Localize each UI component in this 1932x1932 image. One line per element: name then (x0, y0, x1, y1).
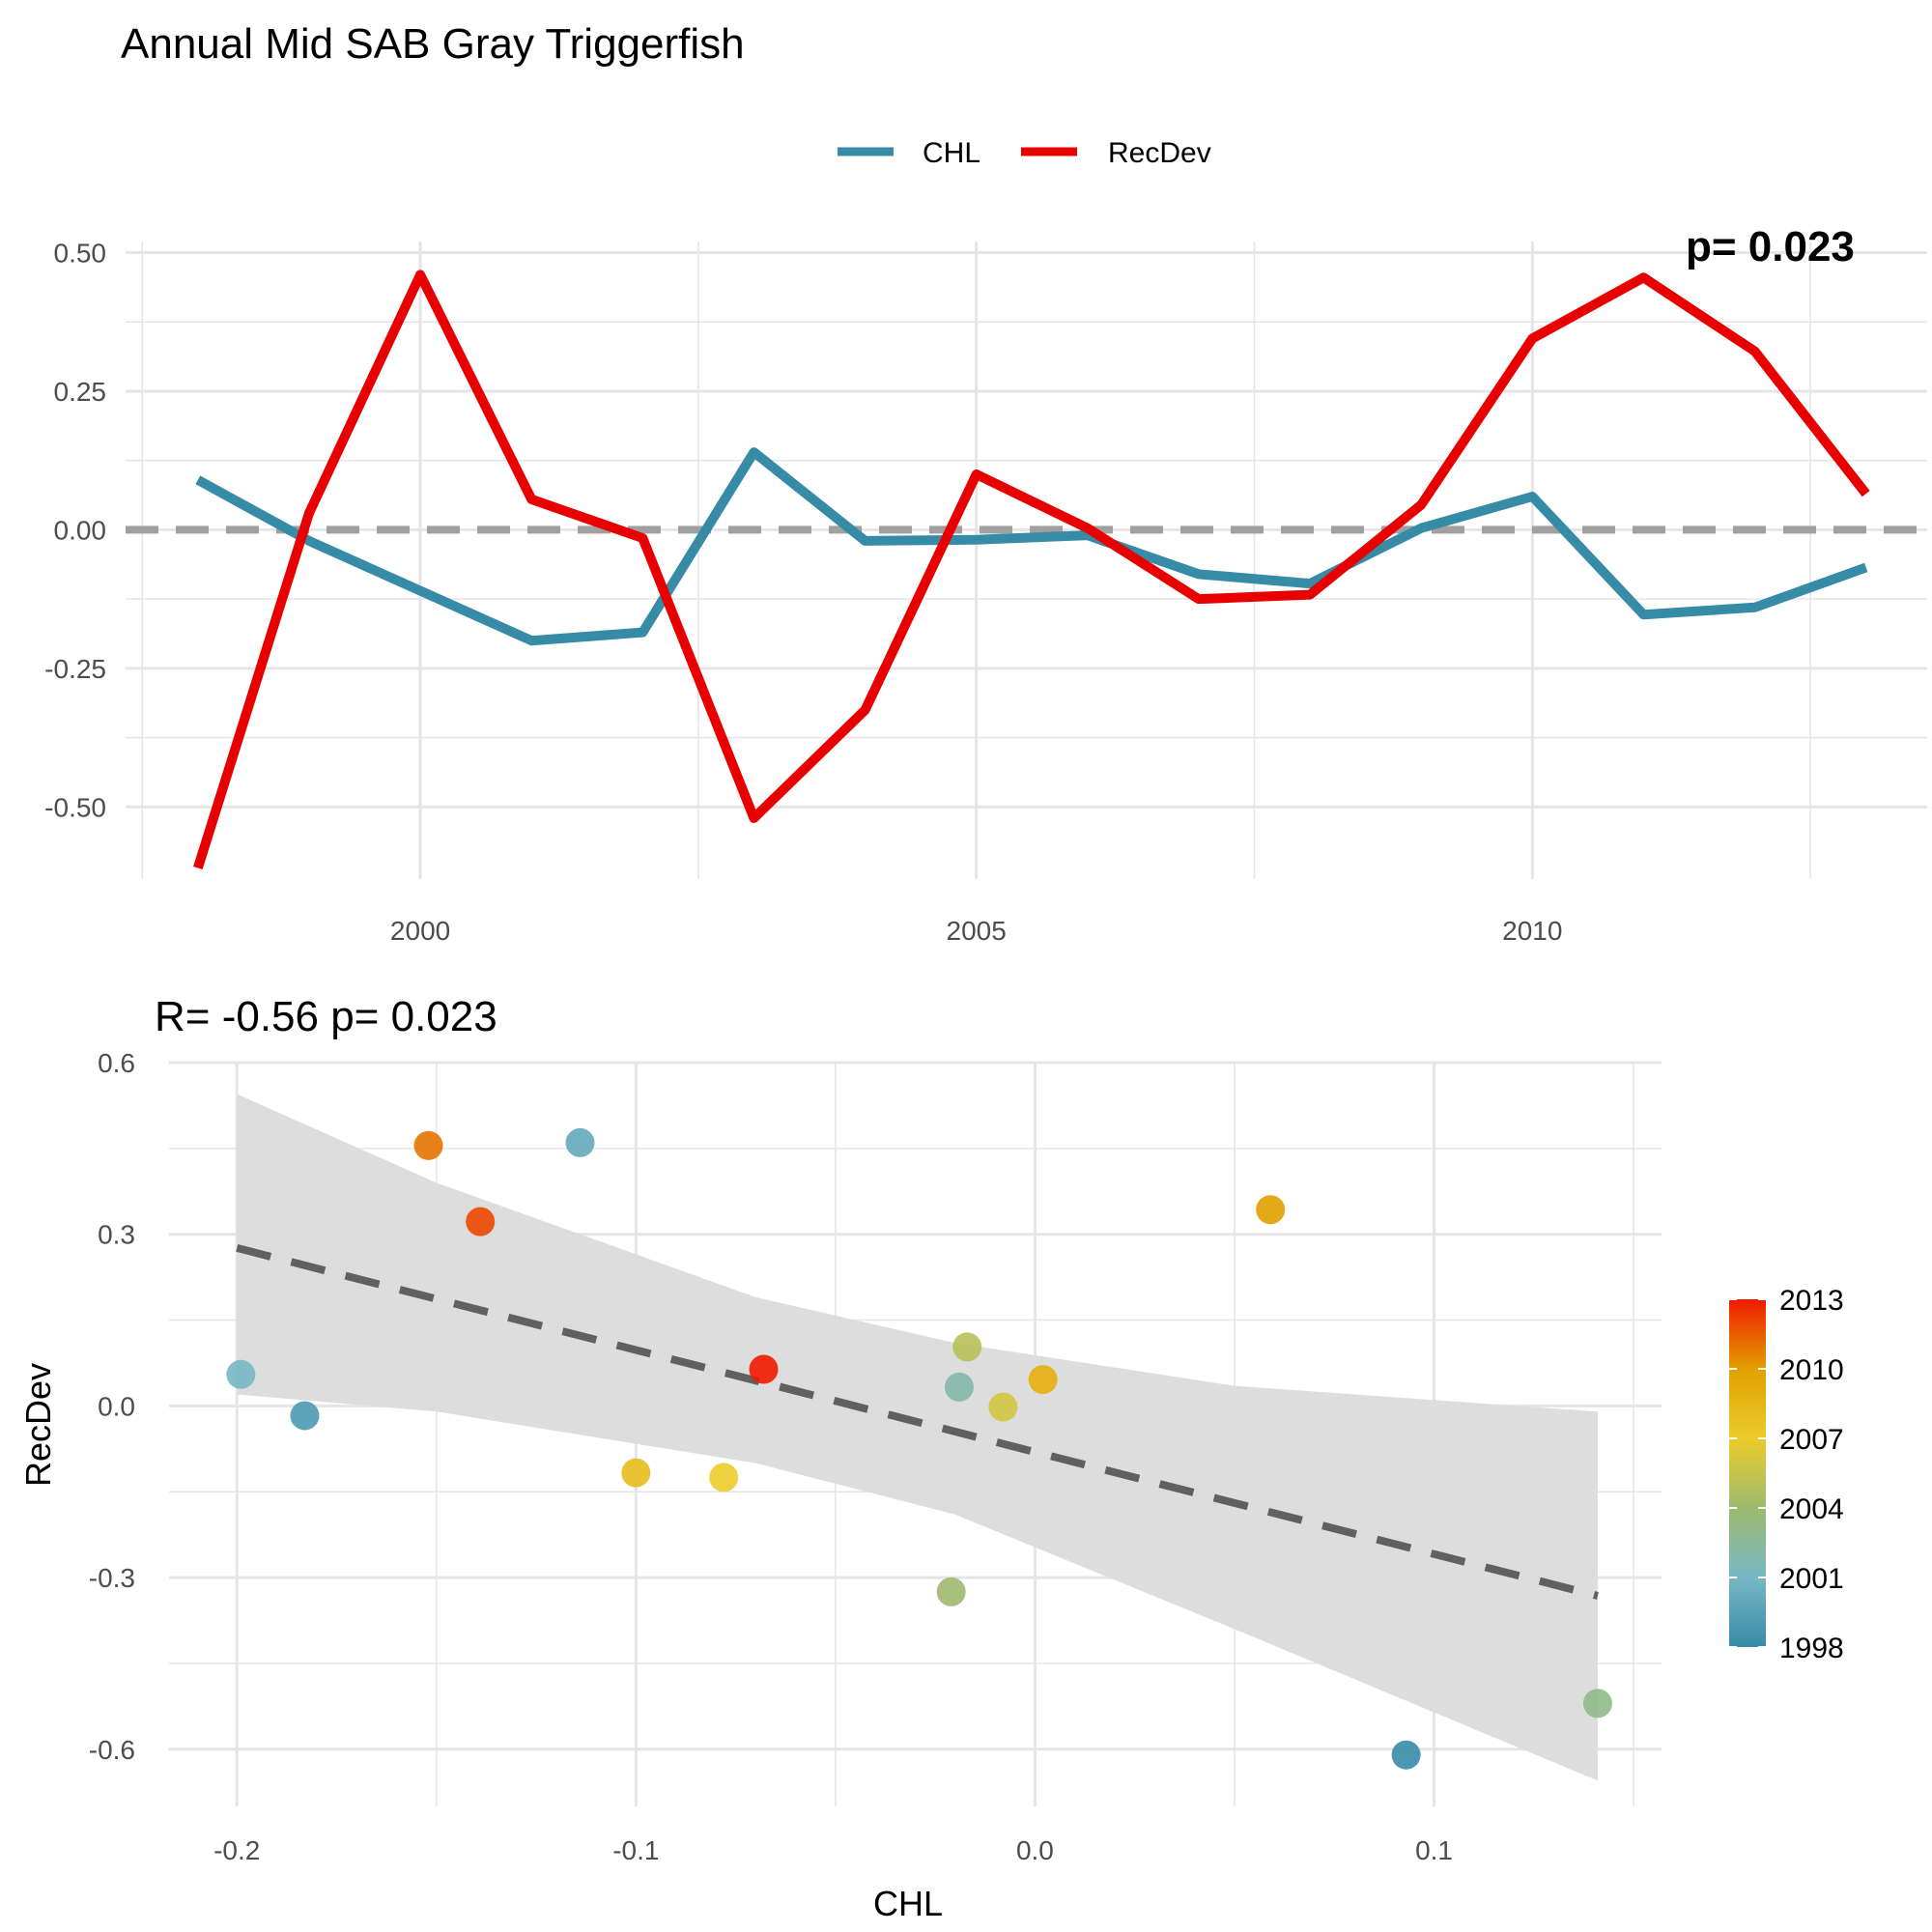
scatter-subtitle: R= -0.56 p= 0.023 (155, 993, 497, 1040)
y-tick-label: 0.00 (54, 515, 107, 545)
legend-label-chl: CHL (923, 137, 980, 169)
confidence-ribbon (237, 1094, 1598, 1781)
x-tick-label: -0.2 (213, 1835, 260, 1865)
colorbar-label: 2004 (1779, 1493, 1844, 1525)
scatter-point-2009 (1028, 1365, 1058, 1395)
scatter-point-2011 (413, 1130, 443, 1160)
chart-title: Annual Mid SAB Gray Triggerfish (121, 20, 745, 68)
x-tick-label: 0.0 (1016, 1835, 1054, 1865)
x-tick-label: 0.1 (1415, 1835, 1453, 1865)
legend: CHL RecDev (838, 137, 1211, 169)
x-tick-label: 2010 (1502, 916, 1562, 946)
series-line-chl (195, 447, 1868, 646)
x-tick-label: -0.1 (612, 1835, 659, 1865)
y-tick-label: 0.50 (54, 238, 107, 268)
scatter-panel: 0.6 0.3 0.0 -0.3 -0.6 -0.2 -0.1 0.0 0.1 (89, 1048, 1662, 1865)
y-tick-label: 0.0 (98, 1391, 135, 1421)
scatter-point-2000 (565, 1127, 595, 1157)
colorbar-ticks: 2013 2010 2007 2004 2001 1998 (1729, 1285, 1844, 1664)
series-line-recdev (193, 270, 1870, 870)
y-tick-label: 0.25 (54, 377, 107, 407)
scatter-point-2004 (936, 1577, 966, 1606)
timeseries-grid (126, 242, 1927, 879)
scatter-point-2003 (1582, 1689, 1612, 1719)
scatter-point-1999 (290, 1401, 320, 1431)
y-axis-title: RecDev (18, 1363, 58, 1487)
y-tick-label: 0.3 (98, 1220, 135, 1250)
legend-label-recdev: RecDev (1108, 137, 1211, 169)
colorbar-label: 2007 (1779, 1424, 1844, 1456)
x-tick-label: 2000 (390, 916, 450, 946)
x-axis-title: CHL (873, 1884, 943, 1923)
scatter-point-2008 (621, 1458, 651, 1488)
timeseries-annotation: p= 0.023 (1686, 223, 1855, 270)
year-colorbar: 2013 2010 2007 2004 2001 1998 (1729, 1285, 1844, 1664)
scatter-point-2006 (988, 1392, 1018, 1422)
colorbar-label: 2013 (1779, 1285, 1844, 1317)
scatter-point-2001 (226, 1359, 256, 1389)
scatter-points (226, 1127, 1612, 1770)
y-tick-label: -0.6 (89, 1735, 135, 1765)
scatter-x-ticks: -0.2 -0.1 0.0 0.1 (213, 1835, 1453, 1865)
colorbar-label: 2010 (1779, 1354, 1844, 1386)
scatter-point-2010 (1256, 1195, 1286, 1225)
scatter-y-ticks: 0.6 0.3 0.0 -0.3 -0.6 (89, 1048, 135, 1765)
colorbar-gradient (1729, 1299, 1766, 1647)
x-tick-label: 2005 (947, 916, 1007, 946)
scatter-point-2002 (944, 1372, 974, 1402)
scatter-point-2013 (749, 1354, 779, 1384)
timeseries-x-ticks: 2000 2005 2010 (390, 916, 1563, 946)
y-tick-label: -0.50 (44, 792, 106, 822)
y-tick-label: -0.25 (44, 654, 106, 684)
y-tick-label: 0.6 (98, 1048, 135, 1078)
timeseries-y-ticks: 0.50 0.25 0.00 -0.25 -0.50 (44, 238, 106, 822)
scatter-point-2005 (952, 1332, 982, 1362)
timeseries-panel: 0.50 0.25 0.00 -0.25 -0.50 2000 2005 2010 p= 0… (44, 223, 1927, 946)
y-tick-label: -0.3 (89, 1563, 135, 1593)
colorbar-label: 1998 (1779, 1633, 1844, 1664)
scatter-point-2007 (709, 1463, 739, 1492)
colorbar-label: 2001 (1779, 1563, 1844, 1595)
scatter-point-2012 (466, 1207, 496, 1236)
regression-fit-line (236, 1244, 1599, 1600)
scatter-point-1998 (1391, 1740, 1421, 1770)
